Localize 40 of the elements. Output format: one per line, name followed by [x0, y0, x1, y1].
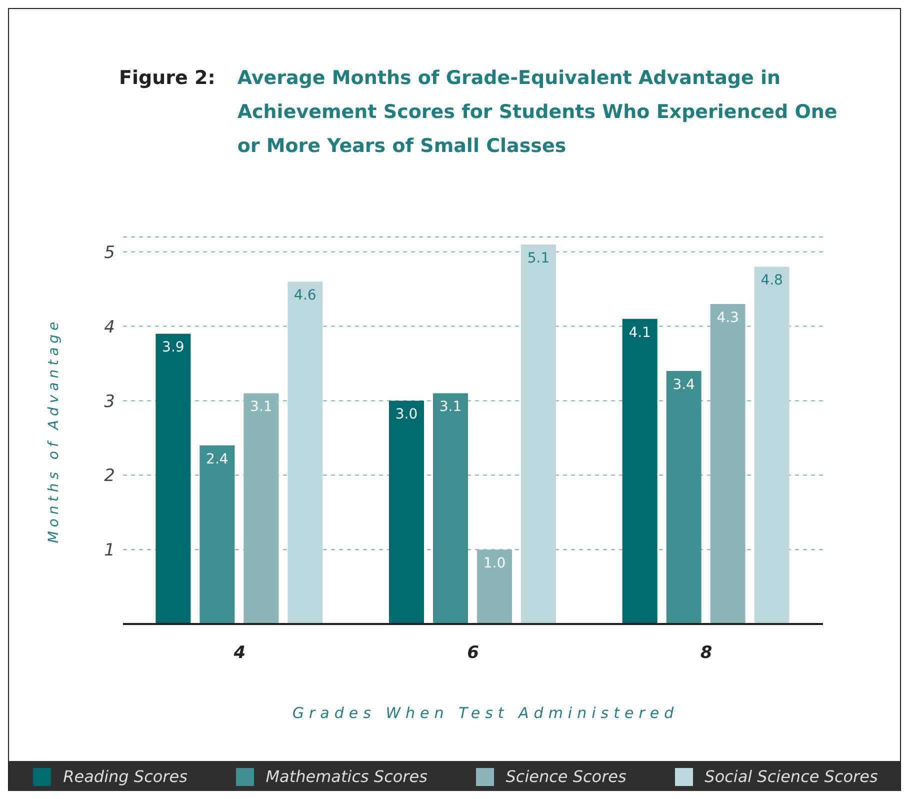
chart-title: Figure 2: [119, 66, 216, 91]
data-label: 4.8 [760, 272, 783, 289]
legend-label: Mathematics Scores [266, 767, 428, 786]
data-label: 2.4 [206, 451, 228, 468]
data-label: 3.1 [250, 399, 272, 416]
y-tick-label: 1 [104, 540, 115, 561]
y-axis-title: Months of Advantage [46, 318, 62, 544]
data-label: 4.6 [294, 288, 316, 304]
chart-subtitle: Average Months of Grade-Equivalent Advantage in Achievement Scores for Students Who Experienced One or More Years of Small Classes [237, 66, 838, 159]
x-axis-title: Grades When Test Administered [291, 704, 680, 722]
bar [156, 334, 191, 624]
data-label: 3.9 [162, 340, 184, 356]
bar [521, 244, 556, 624]
data-label: 3.1 [439, 399, 462, 416]
data-label: 4.3 [716, 310, 739, 326]
legend-label: Social Science Scores [704, 767, 878, 786]
y-tick-label: 4 [104, 317, 115, 338]
y-tick-label: 3 [104, 392, 115, 412]
data-label: 5.1 [527, 250, 550, 266]
data-label: 1.0 [483, 556, 506, 572]
bar [244, 393, 279, 624]
bar [622, 318, 658, 624]
bar [477, 550, 512, 624]
y-tick-label: 5 [104, 242, 115, 263]
x-tick-label: 8 [700, 643, 712, 664]
data-label: 3.0 [395, 406, 418, 423]
data-label: 4.1 [628, 324, 651, 341]
bar [288, 282, 323, 624]
legend-label: Science Scores [506, 767, 626, 786]
bar [710, 304, 746, 624]
y-tick-label: 2 [104, 466, 115, 486]
bar [200, 445, 235, 624]
x-tick-label: 6 [467, 643, 480, 664]
bar [666, 370, 702, 624]
bar [754, 266, 790, 624]
bar [433, 393, 468, 624]
data-label: 3.4 [672, 376, 696, 393]
x-tick-label: 4 [232, 643, 246, 664]
legend-label: Reading Scores [63, 767, 188, 786]
bar [389, 400, 424, 624]
